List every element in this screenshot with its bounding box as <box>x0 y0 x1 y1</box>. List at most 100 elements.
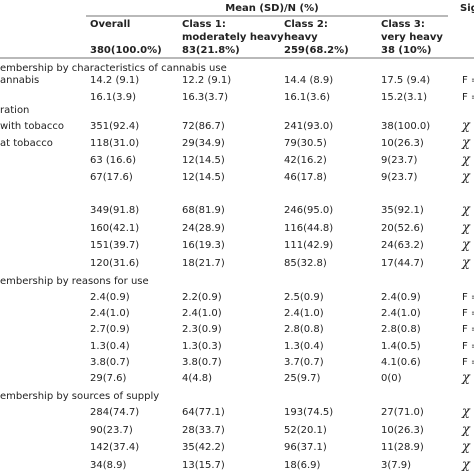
sig: χ <box>461 371 471 386</box>
column-name: Class 3: <box>381 19 425 30</box>
cell: 18(6.9) <box>284 460 321 471</box>
cell: 24(63.2) <box>381 240 424 251</box>
cell: 63 (16.6) <box>90 155 136 166</box>
cell: 349(91.8) <box>90 205 139 216</box>
sig: χ <box>461 170 471 185</box>
sig: χ <box>461 238 471 253</box>
cell: 2.2(0.9) <box>182 292 222 303</box>
cell: 351(92.4) <box>90 121 139 132</box>
cell: 35(92.1) <box>381 205 424 216</box>
column-count: 83(21.8%) <box>182 45 240 56</box>
sig: F = <box>462 324 474 335</box>
column-name: Class 1: <box>182 19 226 30</box>
column-count: 38 (10%) <box>381 45 431 56</box>
cell: 16.3(3.7) <box>182 92 228 103</box>
cell: 18(21.7) <box>182 258 225 269</box>
cell: 0(0) <box>381 373 402 384</box>
sig: χ <box>461 221 471 236</box>
cell: 64(77.1) <box>182 407 225 418</box>
cell: 9(23.7) <box>381 155 418 166</box>
cell: 1.3(0.4) <box>90 341 130 352</box>
cell: 38(100.0) <box>381 121 430 132</box>
column-name: Overall <box>90 19 130 30</box>
cell: 2.4(1.0) <box>90 308 130 319</box>
cell: 9(23.7) <box>381 172 418 183</box>
column-count: 259(68.2%) <box>284 45 349 56</box>
sig: χ <box>461 440 471 455</box>
cell: 17(44.7) <box>381 258 424 269</box>
cell: 2.4(1.0) <box>284 308 324 319</box>
cell: 142(37.4) <box>90 442 139 453</box>
cell: 3(7.9) <box>381 460 411 471</box>
cell: 4.1(0.6) <box>381 357 421 368</box>
cell: 10(26.3) <box>381 425 424 436</box>
cell: 10(26.3) <box>381 138 424 149</box>
cell: 29(34.9) <box>182 138 225 149</box>
cell: 16(19.3) <box>182 240 225 251</box>
cell: 72(86.7) <box>182 121 225 132</box>
column-sub: very heavy <box>381 32 443 43</box>
cell: 160(42.1) <box>90 223 139 234</box>
cell: 16.1(3.9) <box>90 92 136 103</box>
cell: 25(9.7) <box>284 373 321 384</box>
cell: 11(28.9) <box>381 442 424 453</box>
row-label: at tobacco <box>0 138 53 149</box>
sig: F = <box>462 75 474 86</box>
row-label: ration <box>0 105 29 116</box>
sig: F = <box>462 292 474 303</box>
cell: 52(20.1) <box>284 425 327 436</box>
sig: F = <box>462 92 474 103</box>
cell: 79(30.5) <box>284 138 327 149</box>
sig: χ <box>461 203 471 218</box>
cell: 68(81.9) <box>182 205 225 216</box>
cell: 2.4(1.0) <box>182 308 222 319</box>
cell: 15.2(3.1) <box>381 92 427 103</box>
sig: χ <box>461 405 471 420</box>
sig: χ <box>461 153 471 168</box>
cell: 2.4(0.9) <box>90 292 130 303</box>
sig: F = <box>462 357 474 368</box>
cell: 111(42.9) <box>284 240 333 251</box>
cell: 12.2 (9.1) <box>182 75 231 86</box>
row-label: annabis <box>0 75 39 86</box>
column-sub: moderately heavy <box>182 32 284 43</box>
cell: 46(17.8) <box>284 172 327 183</box>
cell: 241(93.0) <box>284 121 333 132</box>
cell: 12(14.5) <box>182 155 225 166</box>
cell: 2.3(0.9) <box>182 324 222 335</box>
cell: 2.4(1.0) <box>381 308 421 319</box>
cell: 35(42.2) <box>182 442 225 453</box>
cell: 13(15.7) <box>182 460 225 471</box>
cell: 2.8(0.8) <box>284 324 324 335</box>
cell: 2.7(0.9) <box>90 324 130 335</box>
header-title: Mean (SD)/N (%) <box>225 3 318 14</box>
cell: 4(4.8) <box>182 373 212 384</box>
cell: 67(17.6) <box>90 172 133 183</box>
cell: 193(74.5) <box>284 407 333 418</box>
cell: 3.8(0.7) <box>182 357 222 368</box>
sig: χ <box>461 458 471 473</box>
cell: 29(7.6) <box>90 373 127 384</box>
sig-header: Sig <box>460 3 474 14</box>
sig: F = <box>462 308 474 319</box>
cell: 20(52.6) <box>381 223 424 234</box>
cell: 90(23.7) <box>90 425 133 436</box>
cell: 120(31.6) <box>90 258 139 269</box>
column-name: Class 2: <box>284 19 328 30</box>
cell: 2.8(0.8) <box>381 324 421 335</box>
cell: 17.5 (9.4) <box>381 75 430 86</box>
cell: 27(71.0) <box>381 407 424 418</box>
cell: 85(32.8) <box>284 258 327 269</box>
cell: 1.3(0.3) <box>182 341 222 352</box>
cell: 42(16.2) <box>284 155 327 166</box>
cell: 12(14.5) <box>182 172 225 183</box>
sig: χ <box>461 256 471 271</box>
cell: 284(74.7) <box>90 407 139 418</box>
cell: 151(39.7) <box>90 240 139 251</box>
section-heading: embership by characteristics of cannabis… <box>0 63 227 74</box>
cell: 16.1(3.6) <box>284 92 330 103</box>
cell: 3.8(0.7) <box>90 357 130 368</box>
column-sub: heavy <box>284 32 318 43</box>
cell: 116(44.8) <box>284 223 333 234</box>
